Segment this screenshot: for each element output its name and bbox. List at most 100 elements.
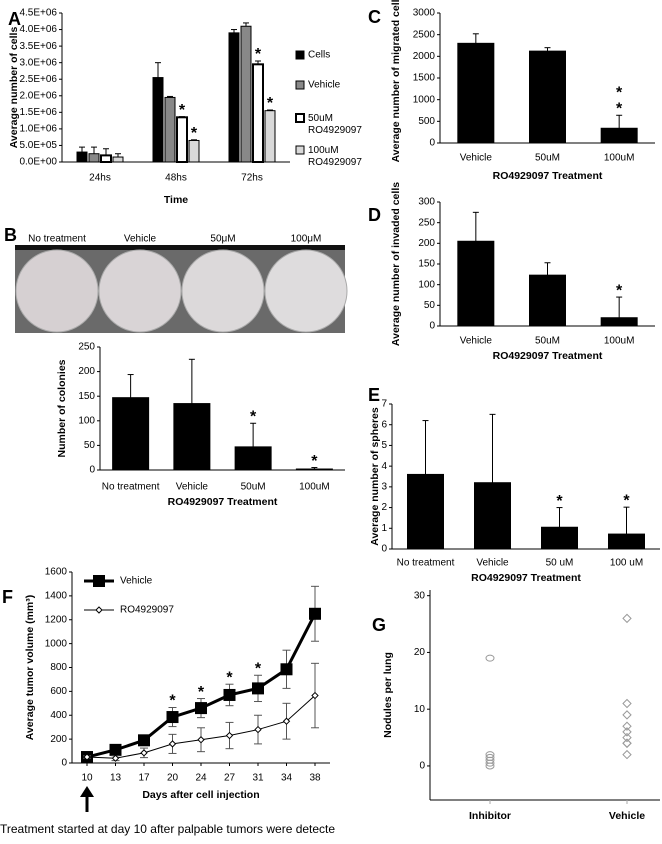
y-tick-label: 200	[418, 238, 435, 249]
legend-swatch	[295, 113, 305, 123]
bar	[252, 63, 264, 163]
marker	[95, 606, 103, 614]
y-axis-title: Number of colonies	[56, 359, 68, 457]
marker	[252, 682, 264, 695]
panel-letter: B	[4, 225, 17, 245]
bar	[407, 473, 444, 550]
panel: G 0 10 20 30 Nodules per lung Inhibitor Vehicle	[372, 590, 660, 822]
marker	[166, 711, 179, 724]
marker	[254, 725, 262, 734]
marker	[197, 736, 205, 744]
bar	[608, 533, 645, 550]
y-tick-label: 0	[429, 321, 435, 332]
error-bar	[489, 413, 496, 483]
arrow-head	[80, 786, 94, 797]
error-bar	[472, 211, 479, 242]
error-bar	[243, 22, 249, 27]
y-tick-label: 1600	[45, 567, 68, 578]
significance-mark: *	[179, 102, 186, 119]
bar	[541, 526, 578, 550]
image-label: 100μM	[291, 234, 322, 245]
x-tick-label: Inhibitor	[469, 810, 511, 822]
error-bar	[616, 114, 623, 129]
error-bar	[255, 60, 261, 65]
bar	[457, 42, 495, 144]
y-tick-label: 7	[381, 399, 387, 410]
y-tick-label: 1400	[45, 591, 68, 602]
y-axis-title: Average number of invaded cells	[390, 182, 402, 346]
y-tick-label: 2000	[413, 51, 436, 62]
error-bar	[191, 139, 197, 141]
start-arrow	[80, 786, 94, 812]
y-tick-label: 5.0E+05	[19, 140, 57, 151]
marker	[309, 607, 321, 620]
x-tick-label: Vehicle	[476, 558, 509, 569]
y-tick-label: 0	[419, 761, 425, 772]
legend-label: Vehicle	[120, 576, 153, 587]
x-axis-title: RO4929097 Treatment	[493, 170, 603, 182]
x-tick-label: 100uM	[604, 336, 635, 347]
x-tick-label: 17	[138, 773, 150, 784]
error-bar	[544, 47, 551, 52]
bar	[88, 153, 100, 163]
y-tick-label: 0	[429, 138, 435, 149]
marker	[168, 740, 177, 748]
bar	[173, 403, 211, 471]
panel: F 0 200 400 600 800 1000 1200 1400 1600 Average tu…	[0, 567, 335, 837]
y-axis-title: Average number of cells	[8, 27, 20, 149]
bar	[188, 139, 200, 163]
error-bar	[556, 507, 563, 528]
x-axis-title: Days after cell injection	[142, 789, 259, 801]
panel: A 0.0E+00 5.0E+05 1.0E+06 1.5E+06 2.0E+06 2.5E…	[8, 8, 363, 206]
x-tick-label: Vehicle	[176, 482, 209, 493]
error-bar	[91, 146, 97, 154]
point	[622, 738, 632, 748]
marker	[109, 743, 122, 756]
panel-letter: E	[368, 385, 380, 405]
well-image	[15, 245, 348, 333]
significance-mark: *	[255, 46, 262, 63]
y-tick-label: 0	[89, 465, 95, 476]
y-tick-label: 3.0E+06	[19, 57, 57, 68]
panel-letter: A	[8, 9, 21, 29]
y-tick-label: 1000	[45, 638, 68, 649]
significance-mark: *	[311, 453, 318, 470]
y-tick-label: 200	[78, 366, 95, 377]
marker	[225, 731, 234, 740]
x-axis-title: RO4929097 Treatment	[168, 496, 278, 508]
error-bar	[127, 374, 134, 398]
error-bar	[311, 467, 318, 470]
significance-mark: *	[616, 84, 623, 101]
legend-label: Cells	[308, 50, 330, 61]
y-axis-title: Nodules per lung	[382, 652, 394, 738]
significance-mark: *	[255, 660, 262, 677]
error-bar	[250, 422, 257, 447]
panel-letter: F	[2, 587, 13, 607]
bar	[474, 482, 511, 550]
x-tick-label: 50uM	[535, 153, 560, 164]
y-tick-label: 1.0E+06	[19, 124, 57, 135]
y-tick-label: 10	[414, 704, 426, 715]
x-tick-label: 100 uM	[610, 558, 643, 569]
bar	[164, 96, 176, 163]
bar	[152, 77, 164, 163]
y-tick-label: 800	[50, 662, 67, 673]
x-tick-label: 34	[281, 773, 293, 784]
image-label: No treatment	[28, 234, 86, 245]
significance-mark: *	[226, 669, 233, 686]
panel: D 0 50 100 150 200 250 300 Average number of inv…	[368, 182, 655, 362]
y-tick-label: 400	[50, 710, 67, 721]
x-tick-label: 48hs	[165, 173, 187, 184]
significance-mark: *	[267, 95, 274, 112]
image-label: Vehicle	[124, 234, 157, 245]
x-tick-label: Vehicle	[460, 336, 493, 347]
y-tick-label: 500	[418, 116, 435, 127]
marker	[140, 749, 148, 757]
x-tick-label: 50uM	[241, 482, 266, 493]
marker	[111, 754, 120, 762]
marker	[223, 688, 236, 701]
x-tick-label: 13	[110, 773, 122, 784]
y-tick-label: 300	[418, 197, 435, 208]
significance-mark: *	[616, 282, 623, 299]
